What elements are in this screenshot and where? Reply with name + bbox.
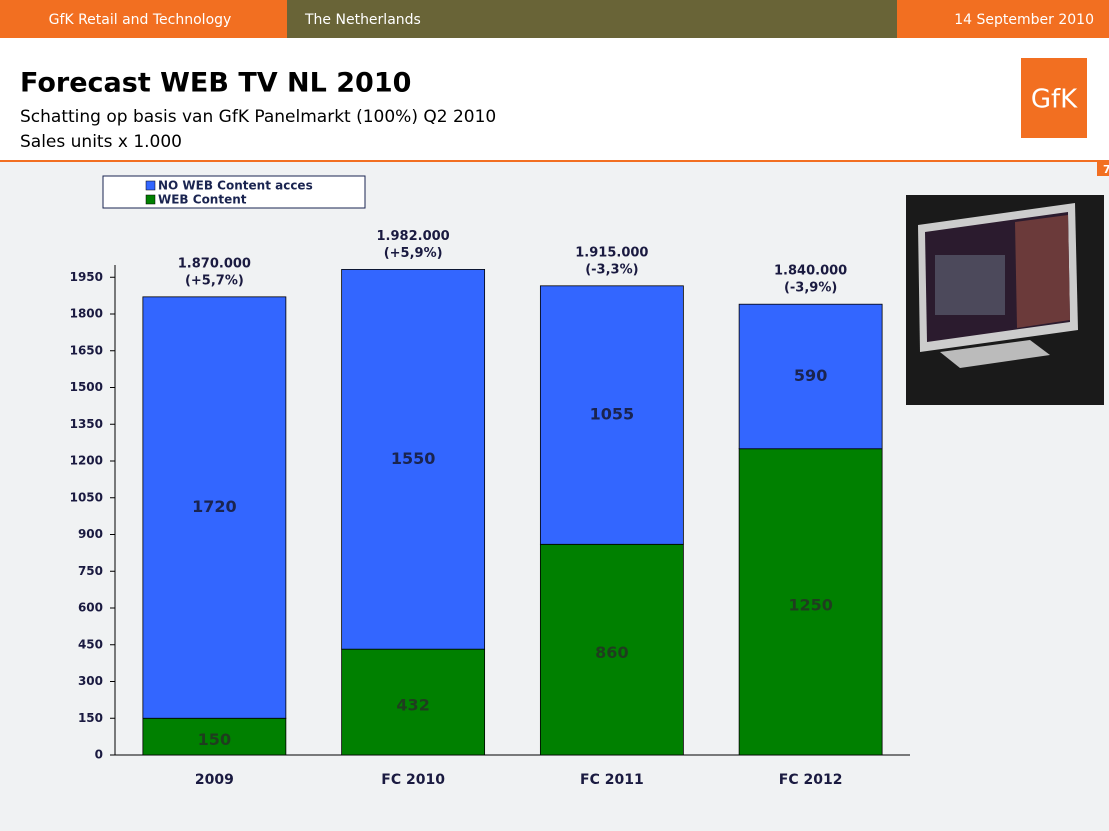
logo-bg bbox=[1021, 58, 1087, 138]
header-middle-bg bbox=[287, 0, 897, 38]
header-left: GfK Retail and Technology bbox=[49, 12, 232, 28]
y-tick-label: 1800 bbox=[70, 307, 103, 321]
y-tick-label: 900 bbox=[78, 527, 103, 541]
change-label: (-3,3%) bbox=[585, 262, 638, 277]
subtitle: Schatting op basis van GfK Panelmarkt (1… bbox=[20, 107, 496, 127]
bar-segment bbox=[142, 717, 287, 756]
y-tick-label: 1650 bbox=[70, 343, 103, 357]
y-tick-label: 1350 bbox=[70, 417, 103, 431]
y-tick-label: 450 bbox=[78, 637, 103, 651]
legend-swatch bbox=[145, 180, 156, 191]
total-label: 1.840.000 bbox=[774, 264, 847, 279]
x-tick-label: FC 2012 bbox=[779, 772, 843, 788]
value-label: 1250 bbox=[788, 595, 833, 614]
value-label: 860 bbox=[595, 643, 628, 662]
y-tick-label: 750 bbox=[78, 564, 103, 578]
legend-label: NO WEB Content acces bbox=[158, 179, 313, 193]
bar-segment bbox=[539, 543, 684, 756]
tv-image bbox=[906, 195, 1104, 405]
page-bg bbox=[1097, 162, 1109, 176]
value-label: 1055 bbox=[590, 405, 635, 424]
chart-title: Forecast WEB TV NL 2010 bbox=[20, 68, 411, 99]
bar-segment bbox=[341, 269, 486, 650]
bar-segment bbox=[738, 303, 883, 450]
header-left-bg bbox=[0, 0, 287, 38]
y-tick-label: 600 bbox=[78, 601, 103, 615]
value-label: 590 bbox=[794, 366, 827, 385]
change-label: (+5,7%) bbox=[185, 273, 244, 288]
units: Sales units x 1.000 bbox=[20, 132, 182, 152]
bar-segment bbox=[142, 296, 287, 719]
total-label: 1.870.000 bbox=[178, 256, 251, 271]
x-tick-label: FC 2010 bbox=[381, 772, 445, 788]
x-tick-label: 2009 bbox=[195, 772, 234, 788]
value-label: 432 bbox=[396, 696, 429, 715]
y-tick-label: 300 bbox=[78, 674, 103, 688]
value-label: 1550 bbox=[391, 449, 436, 468]
change-label: (-3,9%) bbox=[784, 281, 837, 296]
y-tick-label: 150 bbox=[78, 711, 103, 725]
change-label: (+5,9%) bbox=[384, 246, 443, 261]
header-right: 14 September 2010 bbox=[954, 12, 1094, 28]
bar-segment bbox=[738, 448, 883, 756]
y-tick-label: 1500 bbox=[70, 380, 103, 394]
bar-segment bbox=[341, 648, 486, 756]
x-tick-label: FC 2011 bbox=[580, 772, 644, 788]
header-middle: The Netherlands bbox=[304, 12, 421, 28]
bar-segment bbox=[539, 285, 684, 545]
page-number: 7 bbox=[1103, 163, 1109, 176]
total-label: 1.982.000 bbox=[377, 229, 450, 244]
value-label: 150 bbox=[198, 730, 231, 749]
total-label: 1.915.000 bbox=[575, 245, 648, 260]
value-label: 1720 bbox=[192, 497, 237, 516]
y-tick-label: 0 bbox=[95, 748, 103, 762]
header-right-bg bbox=[897, 0, 1109, 38]
y-tick-label: 1200 bbox=[70, 454, 103, 468]
legend-label: WEB Content bbox=[158, 193, 247, 207]
y-tick-label: 1050 bbox=[70, 490, 103, 504]
logo: GfK bbox=[1031, 85, 1078, 115]
y-tick-label: 1950 bbox=[70, 270, 103, 284]
legend-swatch bbox=[145, 194, 156, 205]
